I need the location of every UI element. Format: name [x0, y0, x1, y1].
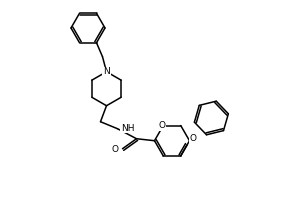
Text: O: O [189, 134, 196, 143]
Text: O: O [159, 121, 166, 130]
Text: N: N [103, 67, 110, 76]
Text: O: O [112, 145, 118, 154]
Text: NH: NH [121, 124, 134, 133]
